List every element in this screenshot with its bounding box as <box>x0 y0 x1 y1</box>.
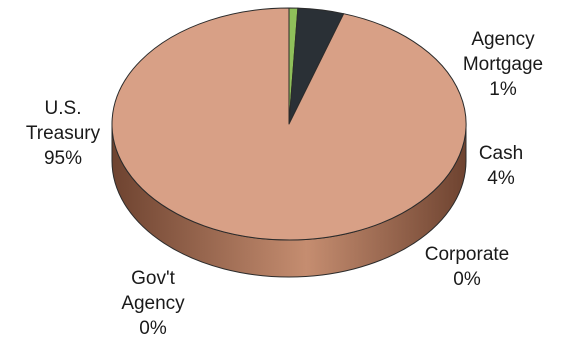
label-agency-mortgage-line2: Mortgage <box>462 54 544 75</box>
pie-top-group <box>111 7 467 241</box>
label-cash-pct: 4% <box>487 168 515 189</box>
label-agency-mortgage-line1: Agency <box>471 29 535 50</box>
label-us-treasury-pct: 95% <box>43 148 83 169</box>
label-us-treasury-line2: Treasury <box>25 123 101 144</box>
label-govt-agency-pct: 0% <box>139 318 167 339</box>
label-us-treasury-line1: U.S. <box>44 98 82 119</box>
label-govt-agency-line2: Agency <box>121 293 185 314</box>
label-us-treasury: U.S. Treasury 95% <box>13 96 113 171</box>
label-agency-mortgage-pct: 1% <box>489 79 517 100</box>
label-corporate: Corporate 0% <box>407 242 527 292</box>
label-govt-agency-line1: Gov't <box>131 268 175 289</box>
label-corporate-name: Corporate <box>424 244 510 265</box>
label-govt-agency: Gov't Agency 0% <box>108 266 198 341</box>
pie-slice-us-treasury <box>111 7 467 241</box>
label-cash-name: Cash <box>478 143 524 164</box>
label-corporate-pct: 0% <box>453 269 481 290</box>
label-cash: Cash 4% <box>466 141 536 191</box>
label-agency-mortgage: Agency Mortgage 1% <box>448 27 558 102</box>
